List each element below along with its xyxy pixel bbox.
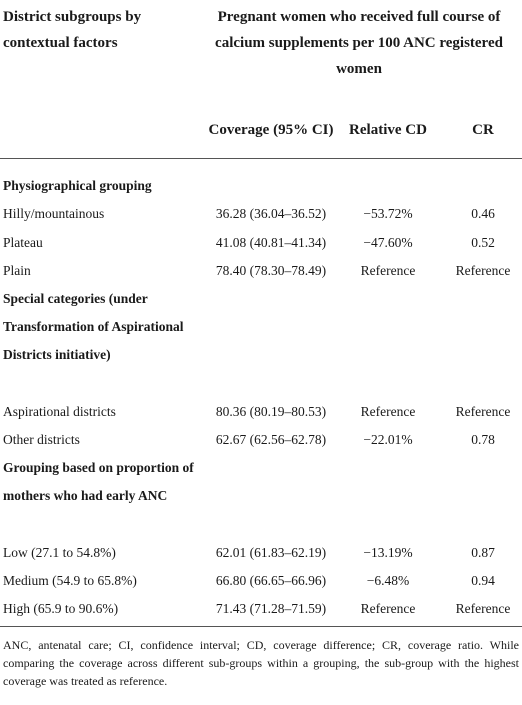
table-bottom-divider bbox=[0, 626, 522, 627]
row-cr: Reference bbox=[455, 263, 511, 278]
row-coverage: 36.28 (36.04–36.52) bbox=[215, 206, 327, 221]
group-title-special-categories: Special categories (under Transformation… bbox=[3, 291, 184, 362]
row-relative-cd: Reference bbox=[360, 404, 416, 419]
table-row: Plateau 41.08 (40.81–41.34) −47.60% 0.52 bbox=[0, 229, 522, 257]
table-row: Hilly/mountainous 36.28 (36.04–36.52) −5… bbox=[0, 200, 522, 228]
table-row: High (65.9 to 90.6%) 71.43 (71.28–71.59)… bbox=[0, 595, 522, 623]
column-header-cr: CR bbox=[472, 122, 494, 138]
row-name: Medium (54.9 to 65.8%) bbox=[3, 573, 137, 588]
row-relative-cd: −47.60% bbox=[363, 235, 413, 250]
row-relative-cd: Reference bbox=[360, 601, 416, 616]
row-relative-cd: −6.48% bbox=[366, 573, 410, 588]
row-coverage: 80.36 (80.19–80.53) bbox=[215, 404, 327, 419]
table-row: Plain 78.40 (78.30–78.49) Reference Refe… bbox=[0, 257, 522, 285]
row-cr: 0.94 bbox=[471, 573, 495, 588]
table-row: Medium (54.9 to 65.8%) 66.80 (66.65–66.9… bbox=[0, 567, 522, 595]
row-cr: Reference bbox=[455, 601, 511, 616]
group-title-early-anc: Grouping based on proportion of mothers … bbox=[3, 460, 194, 503]
row-coverage: 41.08 (40.81–41.34) bbox=[215, 235, 327, 250]
row-relative-cd: Reference bbox=[360, 263, 416, 278]
row-cr: 0.78 bbox=[471, 432, 495, 447]
row-cr: Reference bbox=[455, 404, 511, 419]
row-relative-cd: −13.19% bbox=[363, 545, 413, 560]
row-relative-cd: −53.72% bbox=[363, 206, 413, 221]
row-name: Other districts bbox=[3, 432, 80, 447]
row-name: High (65.9 to 90.6%) bbox=[3, 601, 119, 616]
row-name: Hilly/mountainous bbox=[3, 206, 105, 221]
table-row: Aspirational districts 80.36 (80.19–80.5… bbox=[0, 398, 522, 426]
column-header-relative-cd: Relative CD bbox=[349, 122, 427, 138]
table-row: Other districts 62.67 (62.56–62.78) −22.… bbox=[0, 426, 522, 454]
row-coverage: 66.80 (66.65–66.96) bbox=[215, 573, 327, 588]
row-relative-cd: −22.01% bbox=[363, 432, 413, 447]
row-header-label: District subgroups by contextual factors bbox=[3, 9, 142, 51]
column-header-coverage: Coverage (95% CI) bbox=[208, 122, 334, 138]
row-coverage: 78.40 (78.30–78.49) bbox=[215, 263, 327, 278]
row-cr: 0.52 bbox=[471, 235, 495, 250]
table-row: Low (27.1 to 54.8%) 62.01 (61.83–62.19) … bbox=[0, 539, 522, 567]
row-cr: 0.46 bbox=[471, 206, 495, 221]
group-title-physiographical: Physiographical grouping bbox=[3, 178, 152, 193]
row-coverage: 71.43 (71.28–71.59) bbox=[215, 601, 327, 616]
row-name: Low (27.1 to 54.8%) bbox=[3, 545, 116, 560]
row-coverage: 62.67 (62.56–62.78) bbox=[215, 432, 327, 447]
row-coverage: 62.01 (61.83–62.19) bbox=[215, 545, 327, 560]
column-group-header: Pregnant women who received full course … bbox=[215, 9, 503, 77]
row-name: Plateau bbox=[3, 235, 43, 250]
row-cr: 0.87 bbox=[471, 545, 495, 560]
table-footnote: ANC, antenatal care; CI, confidence inte… bbox=[3, 638, 519, 688]
row-name: Aspirational districts bbox=[3, 404, 116, 419]
row-name: Plain bbox=[3, 263, 31, 278]
header-divider bbox=[0, 158, 522, 159]
